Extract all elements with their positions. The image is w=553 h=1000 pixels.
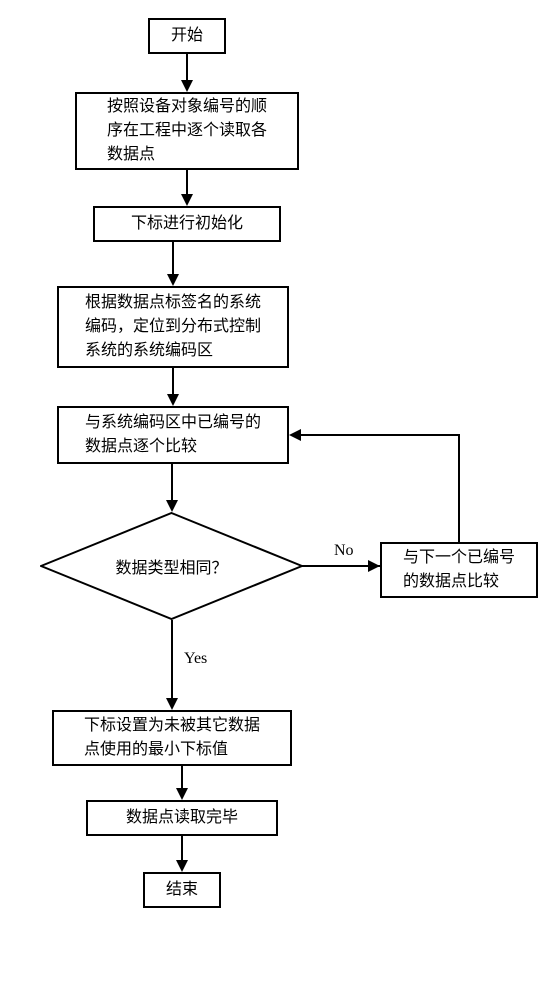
node-read-points: 按照设备对象编号的顺 序在工程中逐个读取各 数据点 (75, 92, 299, 170)
node-end-label: 结束 (166, 878, 198, 902)
edge-label-no: No (334, 542, 354, 560)
edge-compareeach-decision (171, 464, 173, 500)
edge-feedback-h (301, 434, 460, 436)
node-compare-each: 与系统编码区中已编号的 数据点逐个比较 (57, 406, 289, 464)
node-read-done-label: 数据点读取完毕 (126, 806, 238, 830)
edge-label-yes: Yes (184, 650, 207, 668)
edge-readpoints-initindex (186, 170, 188, 194)
node-locate-zone-label: 根据数据点标签名的系统 编码，定位到分布式控制 系统的系统编码区 (85, 291, 261, 363)
arrow-head-icon (166, 500, 178, 512)
node-start-label: 开始 (171, 24, 203, 48)
node-set-index-label: 下标设置为未被其它数据 点使用的最小下标值 (84, 714, 260, 762)
arrow-head-icon (181, 80, 193, 92)
arrow-head-icon (166, 698, 178, 710)
edge-initindex-locatezone (172, 242, 174, 274)
node-read-done: 数据点读取完毕 (86, 800, 278, 836)
arrow-head-icon (289, 429, 301, 441)
edge-setindex-readdone (181, 766, 183, 788)
node-start: 开始 (148, 18, 226, 54)
arrow-head-icon (176, 860, 188, 872)
node-decision: 数据类型相同？ (40, 512, 303, 620)
arrow-head-icon (181, 194, 193, 206)
node-locate-zone: 根据数据点标签名的系统 编码，定位到分布式控制 系统的系统编码区 (57, 286, 289, 368)
node-decision-label: 数据类型相同？ (115, 554, 227, 578)
node-init-index-label: 下标进行初始化 (131, 212, 243, 236)
node-end: 结束 (143, 872, 221, 908)
node-compare-next: 与下一个已编号 的数据点比较 (380, 542, 538, 598)
node-compare-each-label: 与系统编码区中已编号的 数据点逐个比较 (85, 411, 261, 459)
flowchart-canvas: 开始 按照设备对象编号的顺 序在工程中逐个读取各 数据点 下标进行初始化 根据数… (0, 0, 553, 1000)
arrow-head-icon (176, 788, 188, 800)
node-compare-next-label: 与下一个已编号 的数据点比较 (403, 546, 515, 594)
edge-locatezone-compareeach (172, 368, 174, 394)
node-read-points-label: 按照设备对象编号的顺 序在工程中逐个读取各 数据点 (107, 95, 267, 167)
edge-start-readpoints (186, 54, 188, 80)
edge-feedback-v (458, 434, 460, 542)
edge-decision-yes (171, 620, 173, 698)
node-set-index: 下标设置为未被其它数据 点使用的最小下标值 (52, 710, 292, 766)
arrow-head-icon (368, 560, 380, 572)
edge-readdone-end (181, 836, 183, 860)
node-init-index: 下标进行初始化 (93, 206, 281, 242)
arrow-head-icon (167, 274, 179, 286)
arrow-head-icon (167, 394, 179, 406)
